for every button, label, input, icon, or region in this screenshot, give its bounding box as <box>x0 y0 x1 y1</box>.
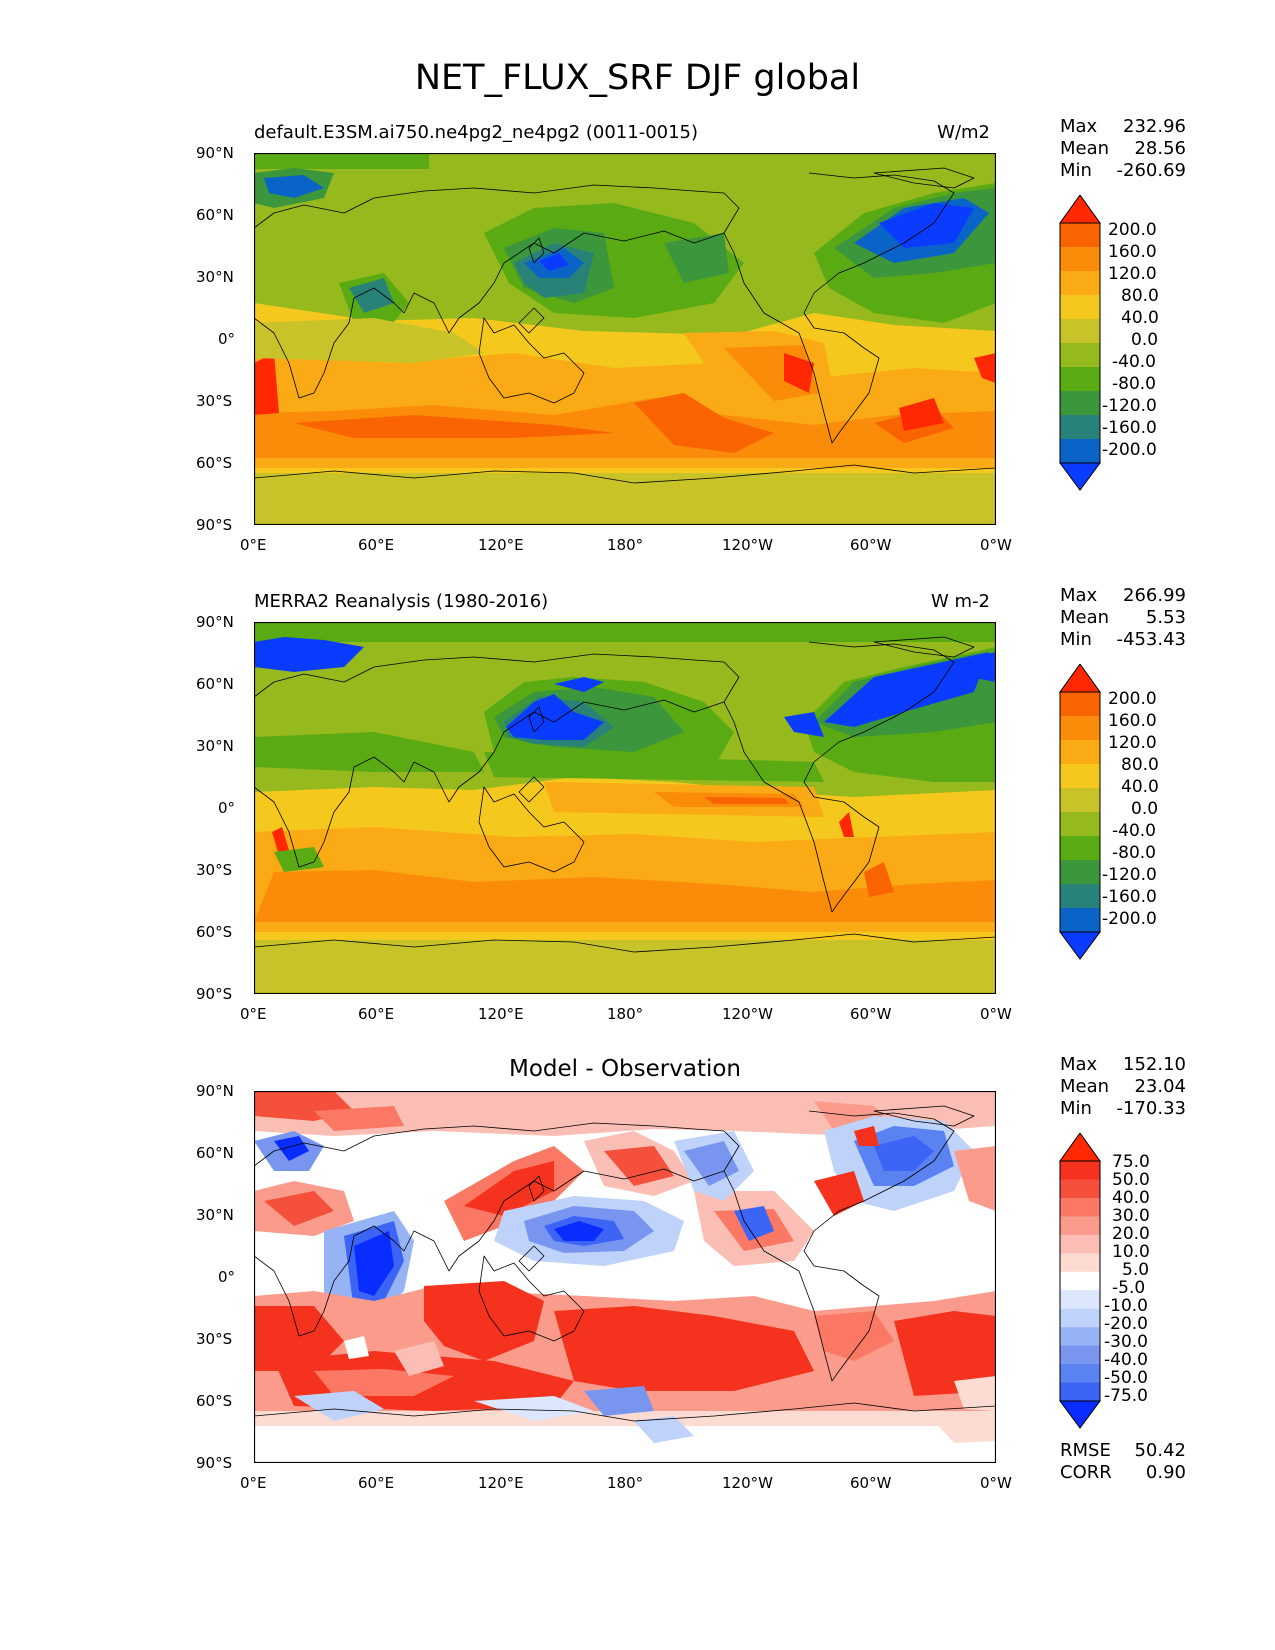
map-difference <box>254 1091 996 1463</box>
colorbar-extend-max <box>1059 195 1101 224</box>
colorbar-extend-max <box>1059 664 1101 693</box>
colorbar-swatch <box>1060 740 1100 765</box>
map-observation <box>254 622 996 994</box>
colorbar-swatch <box>1060 439 1100 464</box>
colorbar-swatch <box>1060 1197 1100 1217</box>
colorbar-difference <box>1059 1133 1101 1429</box>
colorbar-swatch <box>1060 716 1100 741</box>
colorbar-model <box>1059 195 1101 491</box>
colorbar-swatch <box>1060 812 1100 837</box>
colorbar-swatch <box>1060 415 1100 440</box>
colorbar-swatch <box>1060 1216 1100 1236</box>
panel-title: default.E3SM.ai750.ne4pg2_ne4pg2 (0011-0… <box>254 122 699 143</box>
colorbar-extend-max <box>1059 1133 1101 1162</box>
colorbar-frame <box>1059 222 1101 464</box>
colorbar-swatch <box>1060 295 1100 320</box>
panel-units: W m-2 <box>930 591 990 612</box>
colorbar-swatch <box>1060 908 1100 933</box>
colorbar-swatch <box>1060 247 1100 272</box>
colorbar-extend-min <box>1059 462 1101 491</box>
colorbar-swatch <box>1060 884 1100 909</box>
colorbar-swatch <box>1060 1179 1100 1199</box>
figure-title: NET_FLUX_SRF DJF global <box>414 58 861 98</box>
colorbar-swatch <box>1060 1271 1100 1291</box>
panel-units: W/m2 <box>937 122 990 143</box>
colorbar-swatch <box>1060 836 1100 861</box>
colorbar-swatch <box>1060 367 1100 392</box>
colorbar-swatch <box>1060 1308 1100 1328</box>
colorbar-swatch <box>1060 788 1100 813</box>
colorbar-swatch <box>1060 343 1100 368</box>
colorbar-swatch <box>1060 1290 1100 1310</box>
panel-title: Model - Observation <box>508 1056 742 1082</box>
colorbar-extend-min <box>1059 931 1101 960</box>
panel-title: MERRA2 Reanalysis (1980-2016) <box>254 591 549 612</box>
colorbar-observation <box>1059 664 1101 960</box>
colorbar-swatch <box>1060 1382 1100 1402</box>
coastlines <box>254 1105 996 1422</box>
colorbar-swatch <box>1060 1234 1100 1254</box>
colorbar-swatch <box>1060 692 1100 717</box>
colorbar-swatch <box>1060 1161 1100 1180</box>
colorbar-swatch <box>1060 1364 1100 1384</box>
colorbar-swatch <box>1060 1253 1100 1273</box>
colorbar-frame <box>1059 691 1101 933</box>
map-model <box>254 153 996 525</box>
colorbar-frame <box>1059 1160 1101 1402</box>
coastlines <box>254 167 996 484</box>
coastlines <box>254 636 996 953</box>
colorbar-swatch <box>1060 271 1100 296</box>
colorbar-swatch <box>1060 1327 1100 1347</box>
colorbar-swatch <box>1060 764 1100 789</box>
colorbar-extend-min <box>1059 1400 1101 1429</box>
colorbar-swatch <box>1060 223 1100 248</box>
colorbar-swatch <box>1060 1345 1100 1365</box>
colorbar-swatch <box>1060 319 1100 344</box>
colorbar-swatch <box>1060 391 1100 416</box>
colorbar-swatch <box>1060 860 1100 885</box>
